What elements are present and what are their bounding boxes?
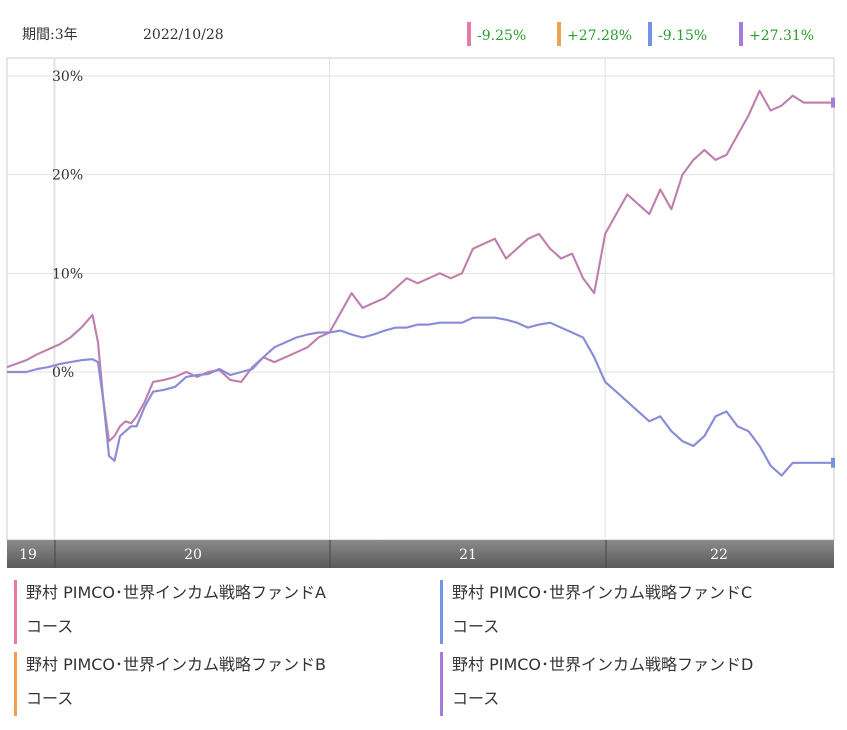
series-line-c — [7, 316, 834, 477]
return-value-c: -9.15% — [658, 28, 707, 44]
legend-color-bar — [14, 652, 17, 716]
return-value-a: -9.25% — [477, 28, 526, 44]
legend-label-line1: 野村 PIMCO･世界インカム戦略ファンドA — [26, 583, 326, 602]
grid — [7, 58, 834, 540]
legend-color-bar — [440, 652, 443, 716]
x-tick-label: 19 — [19, 547, 37, 563]
series-end-marker — [831, 97, 835, 108]
legend-label-line1: 野村 PIMCO･世界インカム戦略ファンドC — [452, 583, 753, 602]
return-marker-d — [739, 22, 743, 46]
x-axis: 19 20 21 22 — [19, 540, 728, 568]
x-tick-label: 21 — [459, 547, 477, 563]
legend-label-line2: コース — [452, 617, 500, 636]
return-marker-a — [467, 22, 471, 46]
series — [6, 89, 835, 477]
legend-label-line2: コース — [26, 689, 74, 708]
y-tick-label: 20% — [52, 168, 83, 184]
series-line-overlay-high — [6, 90, 834, 442]
plot-area — [6, 57, 835, 541]
y-tick-label: 10% — [52, 266, 83, 282]
return-marker-b — [557, 22, 561, 46]
legend-color-bar — [14, 580, 17, 644]
legend-color-bar — [440, 580, 443, 644]
returns-summary: -9.25% +27.28% -9.15% +27.31% — [467, 22, 814, 46]
y-tick-label: 0% — [52, 365, 74, 381]
y-axis: 30% 20% 10% 0% — [52, 69, 83, 381]
period-label: 期間:3年 — [22, 27, 78, 43]
legend-label-line2: コース — [452, 689, 500, 708]
return-value-d: +27.31% — [749, 28, 814, 44]
x-axis-band — [7, 540, 834, 568]
y-tick-label: 30% — [52, 69, 83, 85]
legend-item-d: 野村 PIMCO･世界インカム戦略ファンドD コース — [440, 648, 812, 716]
legend-item-b: 野村 PIMCO･世界インカム戦略ファンドB コース — [14, 648, 386, 716]
legend-label-line1: 野村 PIMCO･世界インカム戦略ファンドD — [452, 655, 754, 674]
return-marker-c — [648, 22, 652, 46]
legend-label-line2: コース — [26, 617, 74, 636]
date-label: 2022/10/28 — [143, 27, 224, 43]
legend-item-a: 野村 PIMCO･世界インカム戦略ファンドA コース — [14, 576, 386, 644]
legend-item-c: 野村 PIMCO･世界インカム戦略ファンドC コース — [440, 576, 812, 644]
legend-label-line1: 野村 PIMCO･世界インカム戦略ファンドB — [26, 655, 327, 674]
series-line-d — [6, 90, 834, 442]
chart: 期間:3年 2022/10/28 -9.25% +27.28% -9.15% +27.… — [6, 22, 835, 568]
x-tick-label: 20 — [184, 547, 202, 563]
series-end-marker — [831, 457, 835, 468]
return-value-b: +27.28% — [567, 28, 632, 44]
x-tick-label: 22 — [710, 547, 728, 563]
